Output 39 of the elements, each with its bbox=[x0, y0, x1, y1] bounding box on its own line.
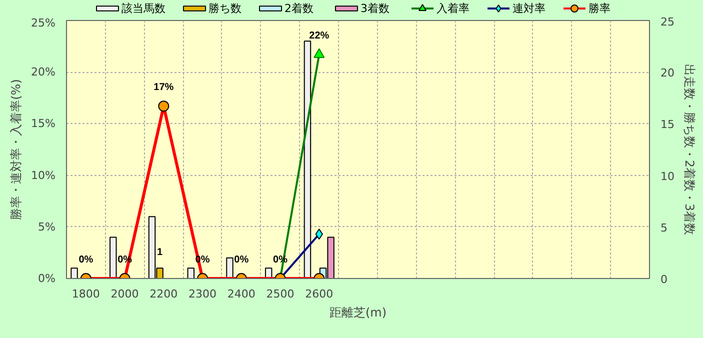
data-label: 0% bbox=[78, 254, 94, 266]
data-label: 1 bbox=[157, 247, 163, 258]
legend-label: 勝ち数 bbox=[208, 2, 242, 15]
y2-tick-label: 20 bbox=[660, 66, 674, 80]
x-tick-label: 2300 bbox=[188, 288, 217, 300]
y2-axis-title: 出走数・勝ち数・2着数・3着数 bbox=[682, 64, 696, 236]
y-tick-label: 0% bbox=[38, 272, 56, 285]
y-tick-label: 20% bbox=[31, 66, 56, 79]
bar bbox=[304, 40, 312, 278]
legend-label: 連対率 bbox=[512, 2, 546, 15]
legend-label: 勝率 bbox=[588, 2, 610, 15]
x-tick-label: 2200 bbox=[150, 288, 178, 300]
y2-tick-label: 15 bbox=[660, 118, 674, 132]
x-tick-label: 2600 bbox=[305, 288, 334, 300]
y-tick-label: 15% bbox=[31, 117, 56, 130]
x-tick-label: 1800 bbox=[72, 288, 100, 300]
bar bbox=[187, 268, 194, 278]
y-tick-label: 10% bbox=[31, 168, 56, 182]
x-tick-label: 2500 bbox=[266, 288, 294, 300]
data-label: 0% bbox=[234, 254, 249, 266]
legend-label: 3着数 bbox=[360, 2, 390, 15]
y2-tick-label: 25 bbox=[660, 16, 674, 28]
bar bbox=[70, 268, 78, 278]
y2-tick-label: 10 bbox=[660, 170, 674, 183]
bar bbox=[110, 236, 117, 278]
y-tick-label: 25% bbox=[31, 16, 56, 30]
bar bbox=[226, 257, 234, 278]
y-axis-title: 勝率・連対率・入着率(%) bbox=[9, 79, 24, 220]
x-tick-label: 2000 bbox=[110, 288, 139, 300]
y-tick-label: 5% bbox=[38, 220, 56, 234]
y2-tick-label: 5 bbox=[660, 221, 668, 234]
x-axis-title: 距離芝(m) bbox=[329, 306, 387, 320]
legend-label: 入着率 bbox=[436, 2, 470, 15]
y2-tick-label: 0 bbox=[660, 273, 668, 286]
data-label: 22% bbox=[309, 30, 330, 42]
data-label: 17% bbox=[154, 82, 174, 94]
legend-label: 2着数 bbox=[284, 2, 314, 15]
legend-label: 該当馬数 bbox=[122, 2, 166, 15]
x-tick-label: 2400 bbox=[227, 288, 256, 300]
